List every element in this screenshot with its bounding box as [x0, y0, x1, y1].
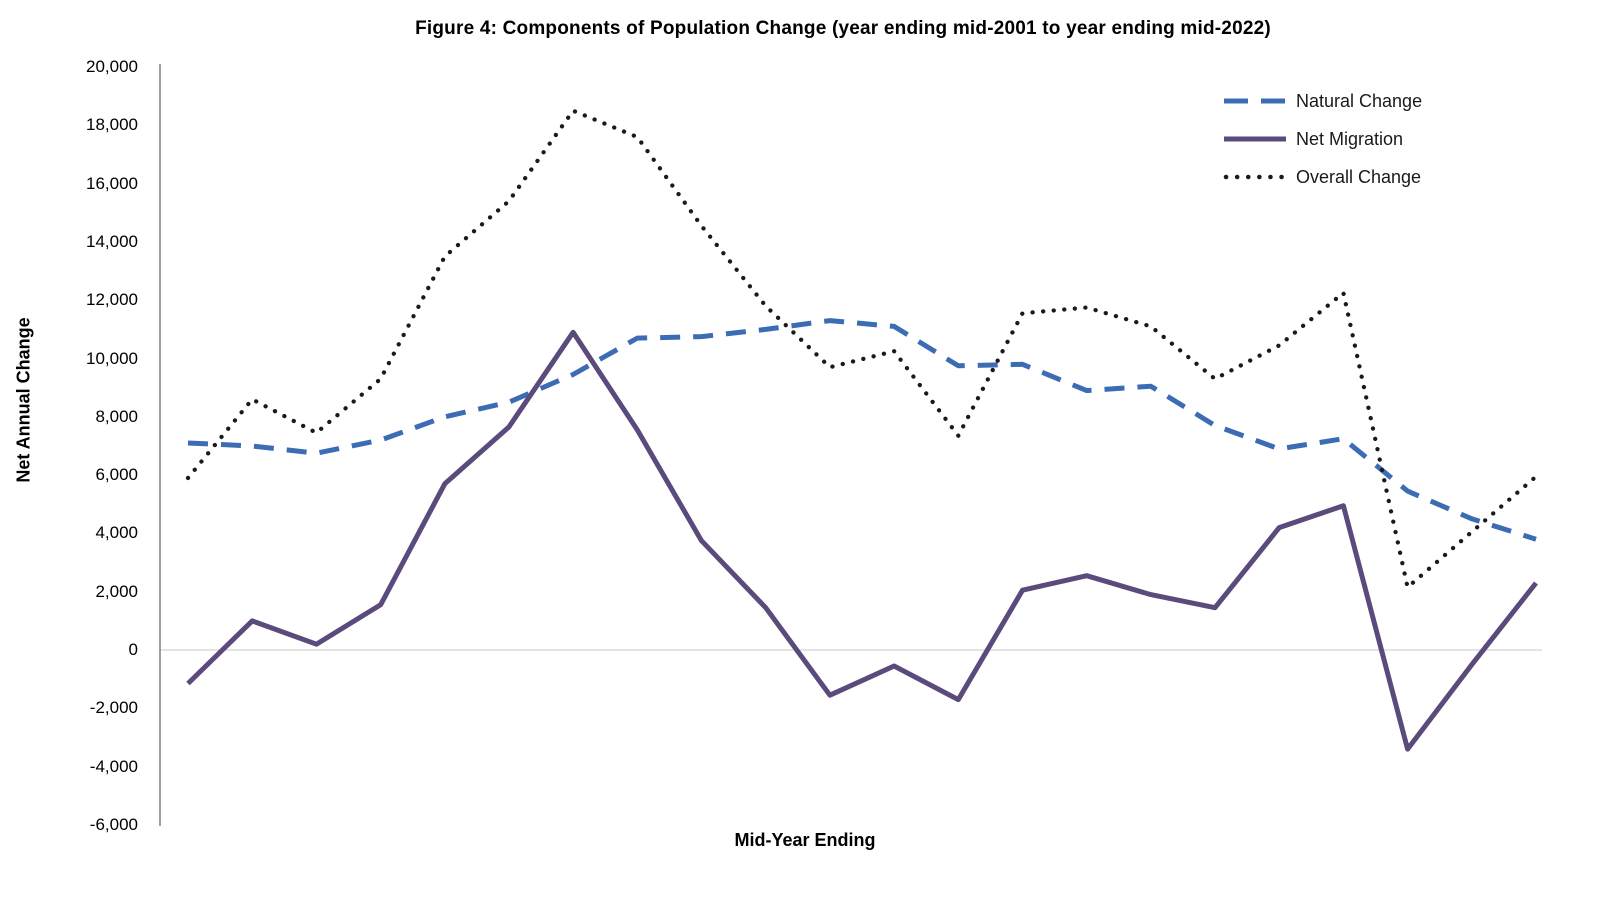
- chart-legend: Natural Change Net Migration Overall Cha…: [1223, 82, 1422, 196]
- legend-label: Natural Change: [1296, 90, 1423, 111]
- y-tick-label: 18,000: [86, 115, 138, 135]
- y-tick-label: 0: [128, 640, 138, 659]
- y-tick-label: 2,000: [95, 581, 138, 601]
- y-tick-label: -6,000: [89, 814, 138, 834]
- x-axis-title: Mid-Year Ending: [734, 830, 876, 850]
- y-tick-label: 12,000: [86, 290, 138, 310]
- y-tick-label: 6,000: [95, 465, 138, 485]
- series-line-overall-change: [185, 108, 1539, 590]
- y-tick-label: -2,000: [89, 698, 138, 718]
- series-line-natural-change: [187, 318, 1537, 542]
- y-tick-label: 10,000: [86, 348, 138, 368]
- legend-item-natural-change: Natural Change: [1223, 82, 1422, 120]
- solid-line-icon: [1224, 136, 1286, 142]
- legend-label: Net Migration: [1296, 128, 1404, 149]
- y-tick-label: 20,000: [86, 57, 138, 76]
- dotted-line-icon: [1223, 174, 1287, 180]
- dashed-line-icon: [1224, 98, 1286, 104]
- legend-item-net-migration: Net Migration: [1223, 120, 1422, 158]
- y-tick-label: 8,000: [95, 406, 138, 426]
- y-tick-label: -4,000: [89, 756, 138, 776]
- series-line-net-migration: [186, 329, 1538, 752]
- legend-item-overall-change: Overall Change: [1223, 158, 1422, 196]
- chart-title: Figure 4: Components of Population Chang…: [415, 18, 1271, 39]
- y-tick-label: 16,000: [86, 173, 138, 193]
- y-tick-label: 14,000: [86, 231, 138, 251]
- legend-label: Overall Change: [1296, 166, 1422, 187]
- y-tick-label: 4,000: [95, 523, 138, 543]
